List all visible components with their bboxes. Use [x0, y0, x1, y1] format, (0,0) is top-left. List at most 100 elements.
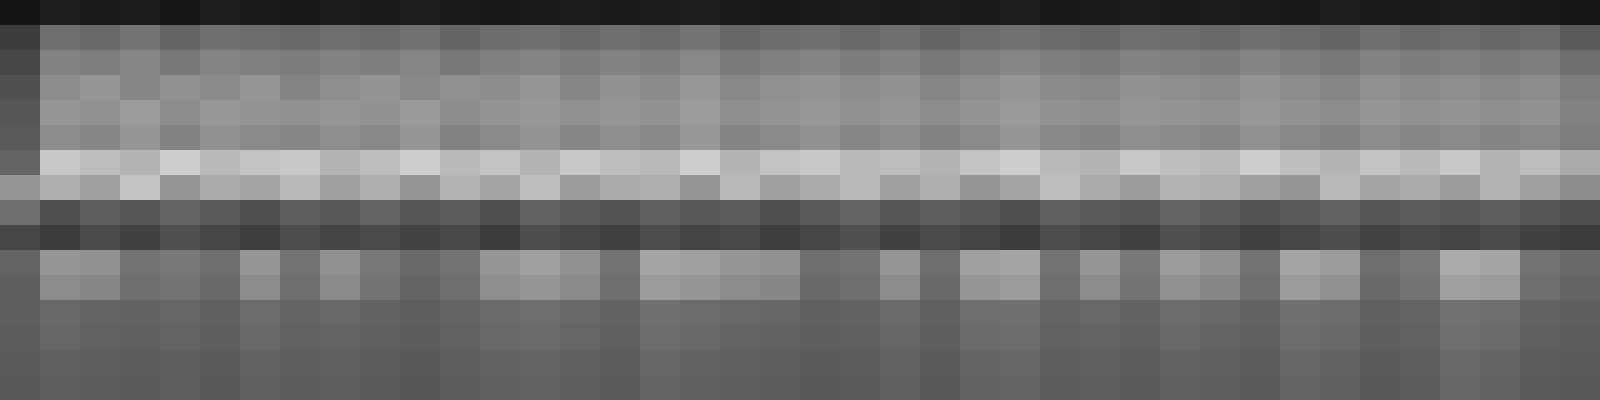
cell	[1080, 325, 1121, 351]
cell	[120, 325, 161, 351]
cell	[360, 200, 401, 226]
cell	[1160, 25, 1201, 51]
cell	[320, 325, 361, 351]
cell	[160, 350, 201, 376]
cell	[840, 50, 881, 76]
cell	[760, 250, 801, 276]
cell	[1120, 300, 1161, 326]
cell	[360, 275, 401, 301]
cell	[480, 100, 521, 126]
cell	[440, 75, 481, 101]
cell	[1000, 350, 1041, 376]
cell	[1360, 150, 1401, 176]
cell	[240, 0, 281, 26]
cell	[960, 150, 1001, 176]
cell	[1000, 50, 1041, 76]
cell	[1400, 0, 1441, 26]
cell	[560, 325, 601, 351]
cell	[1320, 125, 1361, 151]
cell	[800, 325, 841, 351]
cell	[1000, 75, 1041, 101]
cell	[600, 275, 641, 301]
cell	[1080, 375, 1121, 400]
cell	[760, 200, 801, 226]
cell	[720, 300, 761, 326]
cell	[40, 225, 81, 251]
cell	[1360, 375, 1401, 400]
cell	[1080, 275, 1121, 301]
cell	[1160, 100, 1201, 126]
cell	[1160, 125, 1201, 151]
cell	[800, 75, 841, 101]
cell	[640, 75, 681, 101]
cell	[0, 125, 41, 151]
cell	[1520, 225, 1561, 251]
cell	[1480, 350, 1521, 376]
cell	[1200, 50, 1241, 76]
cell	[1440, 325, 1481, 351]
cell	[760, 0, 801, 26]
cell	[320, 150, 361, 176]
cell	[720, 50, 761, 76]
cell	[840, 150, 881, 176]
cell	[800, 50, 841, 76]
cell	[560, 150, 601, 176]
cell	[1560, 125, 1600, 151]
cell	[200, 200, 241, 226]
cell	[760, 50, 801, 76]
cell	[1040, 200, 1081, 226]
cell	[1200, 100, 1241, 126]
cell	[1080, 0, 1121, 26]
cell	[840, 125, 881, 151]
cell	[1040, 125, 1081, 151]
cell	[360, 25, 401, 51]
cell	[1040, 275, 1081, 301]
cell	[1240, 325, 1281, 351]
cell	[1000, 0, 1041, 26]
cell	[360, 125, 401, 151]
cell	[960, 375, 1001, 400]
cell	[80, 150, 121, 176]
cell	[480, 275, 521, 301]
cell	[560, 275, 601, 301]
cell	[1480, 175, 1521, 201]
cell	[40, 100, 81, 126]
cell	[640, 275, 681, 301]
cell	[1200, 275, 1241, 301]
cell	[440, 325, 481, 351]
cell	[800, 100, 841, 126]
cell	[280, 325, 321, 351]
cell	[440, 100, 481, 126]
cell	[760, 25, 801, 51]
cell	[1280, 0, 1321, 26]
cell	[520, 350, 561, 376]
cell	[840, 325, 881, 351]
cell	[1200, 325, 1241, 351]
cell	[120, 375, 161, 400]
cell	[1040, 375, 1081, 400]
cell	[600, 325, 641, 351]
cell	[1240, 300, 1281, 326]
cell	[1160, 350, 1201, 376]
cell	[240, 375, 281, 400]
cell	[200, 150, 241, 176]
cell	[480, 325, 521, 351]
cell	[1160, 150, 1201, 176]
cell	[680, 75, 721, 101]
cell	[80, 225, 121, 251]
cell	[640, 225, 681, 251]
cell	[40, 325, 81, 351]
cell	[1120, 250, 1161, 276]
cell	[1560, 100, 1600, 126]
cell	[480, 125, 521, 151]
cell	[280, 275, 321, 301]
cell	[280, 25, 321, 51]
cell	[680, 325, 721, 351]
cell	[1440, 350, 1481, 376]
cell	[40, 175, 81, 201]
cell	[1520, 300, 1561, 326]
cell	[400, 275, 441, 301]
cell	[840, 100, 881, 126]
cell	[920, 100, 961, 126]
cell	[1120, 350, 1161, 376]
